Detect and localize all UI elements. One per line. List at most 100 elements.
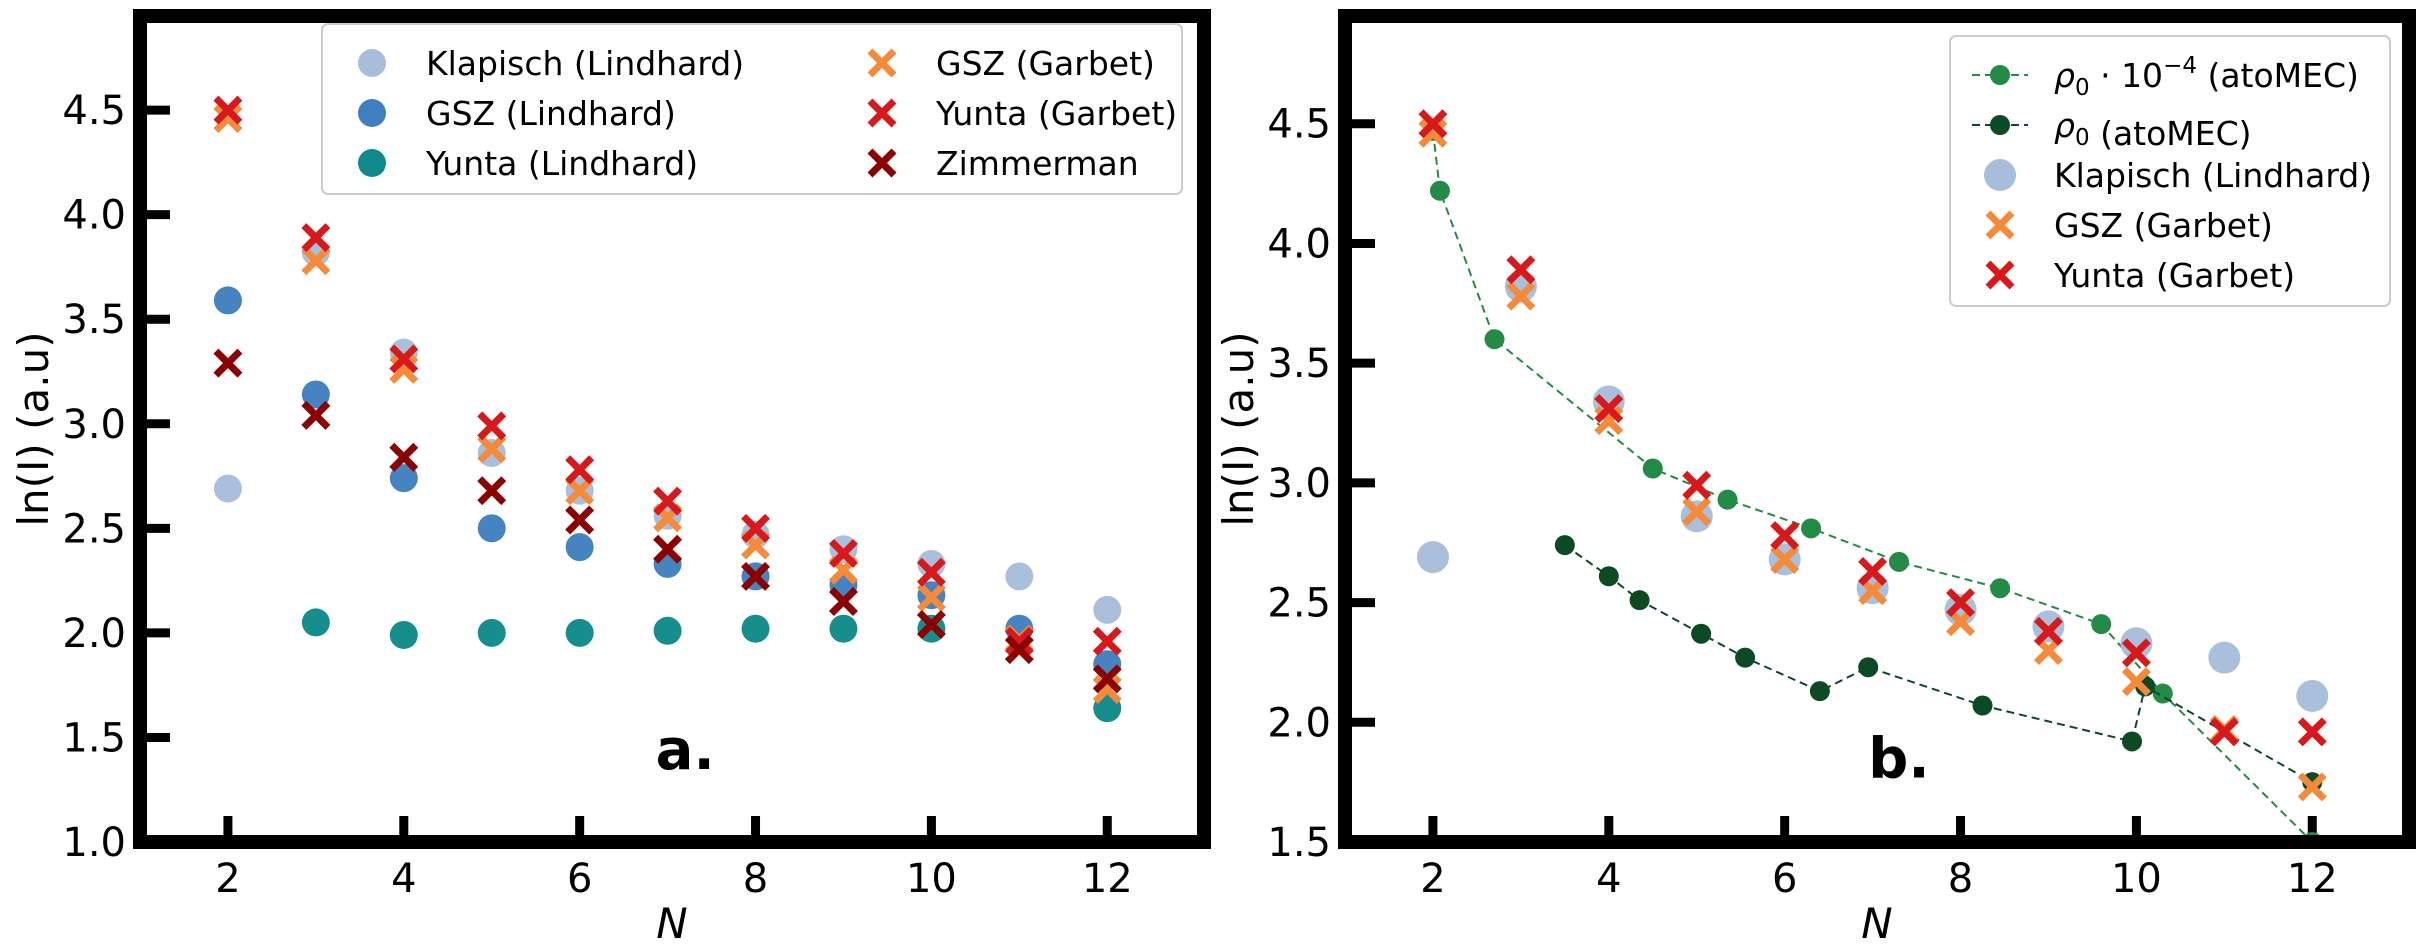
legend-label: ρ0 (atoMEC) (2054, 106, 2252, 153)
data-point (389, 442, 419, 472)
data-point (477, 434, 507, 464)
data-point (2297, 717, 2327, 747)
y-tick-label: 3.5 (1267, 341, 1331, 387)
legend-marker (1990, 115, 2010, 135)
data-point (213, 103, 243, 133)
x-tick-label: 10 (2111, 856, 2162, 902)
legend-marker (1985, 260, 2015, 290)
data-point (741, 614, 770, 643)
legend-label: GSZ (Garbet) (2054, 206, 2273, 245)
data-point (916, 610, 946, 639)
data-point (1801, 518, 1822, 539)
data-point (1691, 623, 1712, 644)
data-point (1004, 626, 1034, 656)
y-tick-label: 2.5 (1267, 581, 1331, 627)
data-point (389, 464, 418, 493)
data-point (1594, 394, 1624, 424)
data-point (1972, 695, 1993, 716)
data-point (1005, 562, 1034, 591)
legend-marker (867, 148, 897, 178)
data-point (1990, 578, 2011, 599)
data-point (2296, 679, 2329, 712)
data-point (2121, 638, 2151, 668)
legend-marker (867, 48, 897, 78)
y-tick-label: 4.5 (62, 88, 126, 134)
data-point (1598, 566, 1619, 587)
data-point (301, 608, 330, 637)
x-axis-title: N (1861, 899, 1892, 948)
data-point (1004, 635, 1034, 665)
data-point (828, 587, 858, 616)
x-tick-label: 12 (2287, 856, 2338, 902)
data-point (2297, 772, 2327, 802)
data-point (1418, 118, 1448, 148)
data-point (1735, 647, 1756, 668)
data-point (2209, 717, 2239, 747)
y-tick-label: 3.0 (1267, 461, 1331, 507)
data-point (301, 223, 331, 253)
legend-label: Klapisch (Lindhard) (2054, 156, 2372, 195)
legend-item-gsz-garbet: GSZ (Garbet) (1985, 206, 2273, 245)
data-point (1629, 590, 1650, 611)
x-tick-label: 6 (567, 856, 592, 902)
legend-label: Klapisch (Lindhard) (426, 44, 744, 83)
data-point (2091, 614, 2112, 635)
legend-item-zimmerman: Zimmerman (867, 144, 1139, 183)
legend-item-0-atomec: ρ0 (atoMEC) (1972, 106, 2252, 153)
plot-frame (1338, 9, 2416, 849)
data-point (477, 476, 507, 506)
y-tick-label: 3.5 (62, 297, 126, 343)
series-yunta-lindhard (301, 608, 1122, 723)
data-point (653, 534, 683, 564)
legend-marker (1990, 65, 2010, 85)
y-axis-title: ln(I) (a.u) (9, 331, 58, 526)
data-point (565, 618, 594, 647)
y-tick-label: 2.0 (1267, 700, 1331, 746)
data-point (565, 533, 594, 562)
data-point (1770, 521, 1800, 551)
data-point (916, 582, 946, 612)
data-point (477, 514, 506, 543)
data-point (213, 474, 242, 503)
legend-item-gsz-lindhard: GSZ (Lindhard) (358, 94, 676, 133)
legend-label: ρ0 · 10−4 (atoMEC) (2054, 53, 2359, 101)
data-point (1642, 458, 1663, 479)
panel-a: 1.0 1.5 2.0 2.5 3.0 3.5 4.0 4.5 2 4 6 8 10 12 Nln(I) (… (9, 9, 1211, 948)
legend: ρ0 · 10−4 (atoMEC) ρ0 (atoMEC)Klapisch (L… (1949, 35, 2391, 307)
data-point (1092, 674, 1122, 704)
panel-label: b. (1868, 726, 1929, 791)
x-tick-label: 4 (391, 856, 416, 902)
y-tick-label: 1.5 (1267, 820, 1331, 866)
panel-label: a. (656, 718, 715, 783)
legend-item-gsz-garbet: GSZ (Garbet) (867, 44, 1155, 83)
data-point (301, 380, 330, 409)
data-point (828, 538, 858, 568)
data-point (917, 549, 946, 578)
series-yunta-garbet (213, 95, 1122, 656)
data-point (389, 354, 419, 384)
data-point (1858, 556, 1888, 586)
data-point (1418, 109, 1448, 139)
legend-marker (358, 99, 386, 127)
y-tick-label: 2.5 (62, 506, 126, 552)
data-point (1888, 551, 1909, 572)
legend-marker (1984, 159, 2016, 191)
y-tick-label: 4.0 (1267, 221, 1331, 267)
x-tick-label: 10 (906, 856, 957, 902)
y-tick-label: 4.5 (1267, 102, 1331, 148)
legend-item-yunta-garbet: Yunta (Garbet) (1985, 256, 2295, 295)
data-point (1682, 470, 1712, 500)
series-group (1416, 109, 2329, 842)
series-group (213, 95, 1122, 723)
data-point (1484, 329, 1505, 350)
data-point (1809, 681, 1830, 702)
series-yunta-garbet (1418, 109, 2327, 747)
legend-label: GSZ (Lindhard) (426, 94, 676, 133)
x-tick-label: 2 (215, 856, 240, 902)
data-point (389, 620, 418, 649)
data-point (1682, 497, 1712, 527)
x-axis-title: N (656, 899, 687, 948)
y-tick-label: 1.5 (62, 715, 126, 761)
data-point (2120, 627, 2153, 660)
legend-item-yunta-garbet: Yunta (Garbet) (867, 94, 1177, 133)
